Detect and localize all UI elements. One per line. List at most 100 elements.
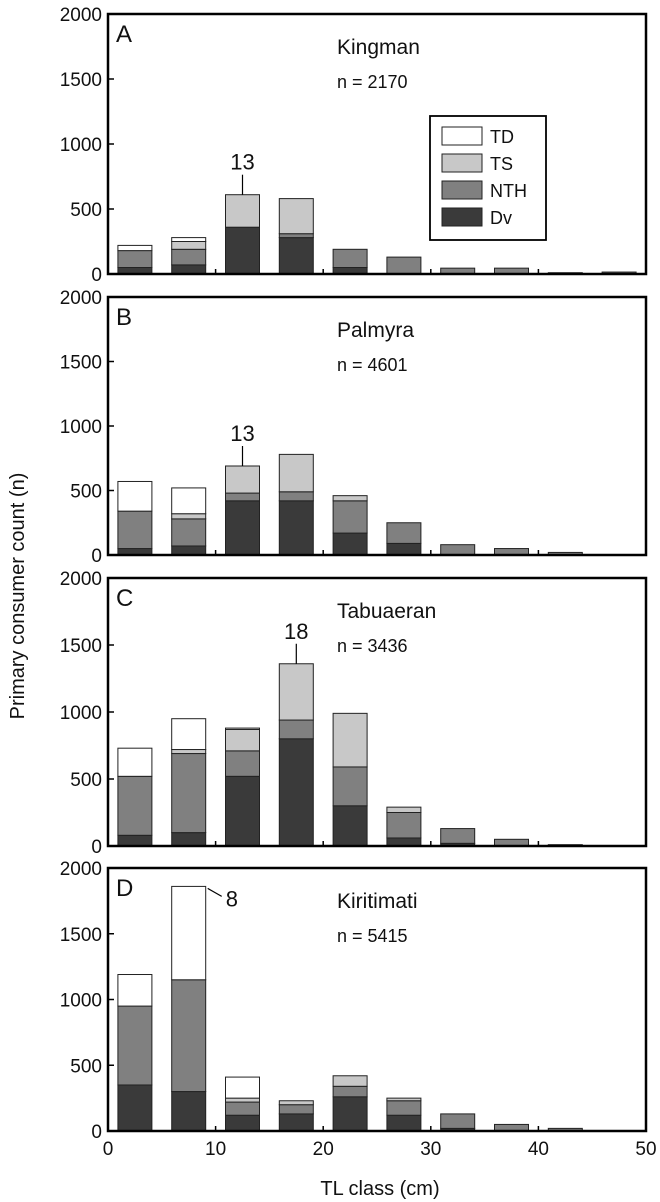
legend-swatch-dv bbox=[441, 207, 483, 227]
bar-ts bbox=[386, 806, 422, 814]
y-tick-label: 500 bbox=[70, 1056, 102, 1077]
panel-letter: C bbox=[116, 585, 133, 612]
bar-dv bbox=[332, 805, 368, 847]
bar-dv bbox=[278, 237, 314, 275]
y-tick-label: 500 bbox=[70, 770, 102, 791]
panel-letter: B bbox=[116, 304, 132, 331]
bar-ts bbox=[278, 453, 314, 493]
panel-a: 0 500 1000 1500 2000 13 A Kingman n = 2170 TD TS NT… bbox=[60, 5, 648, 286]
bar-dv bbox=[171, 545, 207, 556]
panel-title: Tabuaeran bbox=[337, 600, 436, 623]
bar-dv bbox=[332, 532, 368, 556]
annotation-label: 8 bbox=[226, 886, 238, 911]
bar-td bbox=[117, 244, 153, 252]
bar-nth bbox=[225, 492, 260, 502]
bar-td bbox=[171, 237, 207, 243]
bar-dv bbox=[225, 500, 260, 556]
bar-ts bbox=[171, 241, 207, 250]
bar-dv bbox=[386, 1114, 422, 1132]
bar-td bbox=[117, 974, 153, 1007]
y-tick-label: 1000 bbox=[60, 703, 102, 724]
panel-d: 0 500 1000 1500 2000 0 10 20 30 40 50 8 D Kiritimati n… bbox=[60, 859, 657, 1160]
bar-dv bbox=[171, 832, 207, 847]
panel-title: Kingman bbox=[337, 36, 420, 59]
sample-size-label: n = 4601 bbox=[337, 355, 408, 375]
bar-nth bbox=[440, 544, 476, 556]
bar-ts bbox=[225, 1097, 260, 1103]
bar-nth bbox=[278, 233, 314, 239]
y-tick-label: 2000 bbox=[60, 5, 102, 26]
panel-title: Kiritimati bbox=[337, 890, 418, 913]
x-tick-label: 40 bbox=[528, 1139, 549, 1160]
x-tick-label: 30 bbox=[420, 1139, 441, 1160]
sample-size-label: n = 5415 bbox=[337, 926, 408, 946]
bar-ts bbox=[278, 198, 314, 235]
y-axis-label: Primary consumer count (n) bbox=[7, 473, 29, 720]
bar-nth bbox=[440, 828, 476, 844]
annotation-label: 18 bbox=[284, 619, 308, 644]
legend-swatch-ts bbox=[441, 153, 483, 173]
y-tick-label: 1500 bbox=[60, 636, 102, 657]
y-tick-label: 0 bbox=[91, 837, 102, 858]
bar-nth bbox=[332, 248, 368, 269]
bar-dv bbox=[278, 1113, 314, 1132]
y-tick-label: 1000 bbox=[60, 417, 102, 438]
bar-nth bbox=[332, 1085, 368, 1098]
bar-nth bbox=[225, 1101, 260, 1116]
sample-size-label: n = 3436 bbox=[337, 636, 408, 656]
bar-nth bbox=[332, 766, 368, 807]
x-axis-label: TL class (cm) bbox=[320, 1178, 439, 1200]
bar-ts bbox=[332, 1075, 368, 1087]
bar-nth bbox=[171, 248, 207, 266]
bar-ts bbox=[278, 663, 314, 721]
y-tick-label: 1500 bbox=[60, 925, 102, 946]
y-tick-label: 0 bbox=[91, 265, 102, 286]
bar-nth bbox=[278, 1104, 314, 1115]
y-tick-label: 2000 bbox=[60, 859, 102, 880]
y-tick-label: 2000 bbox=[60, 569, 102, 590]
bar-nth bbox=[225, 750, 260, 777]
annotation-label: 13 bbox=[230, 150, 254, 175]
bar-ts bbox=[386, 1097, 422, 1102]
y-tick-label: 1500 bbox=[60, 353, 102, 374]
bar-dv bbox=[171, 1091, 207, 1132]
legend-swatch-nth bbox=[441, 180, 483, 200]
legend: TD TS NTH Dv bbox=[429, 115, 547, 241]
bar-nth bbox=[117, 250, 153, 269]
y-tick-label: 500 bbox=[70, 482, 102, 503]
bar-ts bbox=[225, 465, 260, 494]
bar-nth bbox=[171, 979, 207, 1093]
bar-nth bbox=[278, 491, 314, 502]
bar-nth bbox=[386, 1100, 422, 1116]
bar-ts bbox=[332, 712, 368, 768]
legend-label-nth: NTH bbox=[490, 181, 527, 201]
bar-dv bbox=[278, 738, 314, 847]
panel-letter: D bbox=[116, 875, 133, 902]
x-tick-label: 20 bbox=[313, 1139, 334, 1160]
bar-ts bbox=[225, 728, 260, 752]
legend-label-td: TD bbox=[490, 127, 514, 147]
bar-ts bbox=[171, 513, 207, 520]
sample-size-label: n = 2170 bbox=[337, 72, 408, 92]
plot-frame bbox=[106, 12, 648, 276]
y-tick-label: 500 bbox=[70, 200, 102, 221]
bar-ts bbox=[278, 1100, 314, 1106]
bar-td bbox=[117, 747, 153, 777]
bar-nth bbox=[171, 518, 207, 547]
bar-nth bbox=[386, 522, 422, 544]
bar-dv bbox=[332, 1096, 368, 1132]
bar-dv bbox=[225, 1114, 260, 1132]
bar-nth bbox=[171, 753, 207, 834]
x-tick-label: 50 bbox=[635, 1139, 656, 1160]
bar-td bbox=[225, 727, 260, 730]
panel-letter: A bbox=[116, 21, 132, 48]
y-tick-label: 0 bbox=[91, 1122, 102, 1143]
bar-ts bbox=[225, 194, 260, 228]
legend-label-dv: Dv bbox=[490, 208, 512, 228]
annotation-label: 13 bbox=[230, 421, 254, 446]
bar-td bbox=[171, 885, 207, 981]
bar-nth bbox=[117, 1005, 153, 1086]
bar-td bbox=[171, 718, 207, 751]
